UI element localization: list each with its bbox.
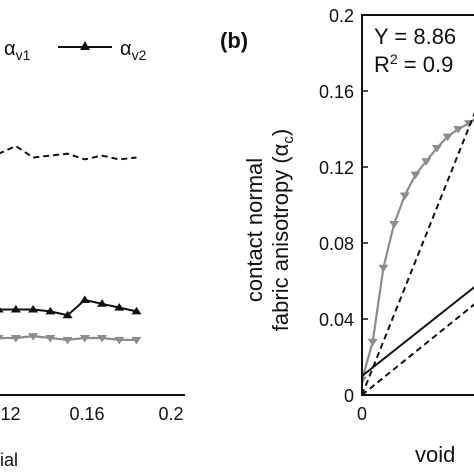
a-series-1-line [0,298,137,317]
panel-b-x-title: void [415,442,455,467]
legend-label-av1: αv1 [4,38,31,63]
panel-b-y-title-line2: fabric anisotropy (αc) [268,129,297,331]
panel-b-y-tick: 0.04 [319,310,354,330]
a-series-2-marker [131,336,142,345]
legend-label-av2: αv2 [120,38,147,63]
panel-b-tick-marks [361,14,368,396]
a-series-2-marker [114,336,125,345]
b-series-3-line [362,303,474,395]
panel-b-y-tick: 0.12 [319,158,354,178]
b-series-0-marker [410,171,421,180]
b-series-2-line [362,286,474,377]
a-series-1-marker [28,305,39,313]
b-series-0-marker [431,145,442,153]
a-series-1-marker [131,306,142,315]
b-series-0-marker [367,338,378,347]
a-series-2-marker [97,335,108,343]
b-series-0-marker [389,221,400,229]
a-series-1-marker [0,307,4,313]
a-series-1-marker [97,299,108,307]
a-series-2-marker [28,333,39,341]
a-series-2-marker [0,335,4,341]
b-series-0-marker [362,376,367,385]
b-series-0-marker [421,158,432,166]
panel-b-x-tick: 0 [357,404,367,424]
panel-a-x-tick: 0.12 [0,404,21,424]
b-series-0-line [362,118,474,381]
a-series-2-marker [62,336,73,345]
panel-b-r-squared: R2 = 0.9 [374,51,453,77]
panel-a-plot-area [0,144,142,345]
b-series-0-marker [453,126,464,134]
a-series-2-marker [79,335,90,343]
legend-marker-av2 [80,41,90,50]
panel-b-y-tick: 0.08 [319,234,354,254]
b-series-0-marker [378,264,389,273]
panel-a-legend: αv1 αv2 [4,38,147,63]
panel-a-x-tick: 0.16 [69,404,104,424]
a-series-2-marker [10,335,21,343]
panel-b-regression-equation: Y = 8.86 [374,24,456,49]
panel-b: (b) contact normal fabric anisotropy (αc… [220,6,474,467]
panel-b-plot-area [362,112,474,395]
a-series-1-marker [79,295,90,303]
a-series-2-marker [45,335,56,343]
panel-b-y-title-line1: contact normal [242,158,267,302]
panel-b-label: (b) [220,28,248,53]
panel-b-y-tick: 0 [344,386,354,406]
b-series-0-marker [442,133,453,142]
b-series-1-line [362,112,474,395]
panel-b-frame [361,14,474,396]
a-series-1-marker [114,303,125,311]
panel-a-x-label-fragment: ial [0,450,18,470]
panel-b-y-tick: 0.16 [319,82,354,102]
panel-b-y-tick: 0.2 [329,6,354,26]
a-series-1-marker [45,306,56,315]
b-series-0-marker [399,192,410,200]
panel-a: 0.12 0.16 0.2 ial αv1 αv2 [0,38,185,470]
panel-a-x-tick: 0.2 [158,404,183,424]
a-series-1-marker [62,310,73,319]
a-series-1-marker [10,305,21,313]
a-series-2-line [0,334,137,342]
a-series-0-line [0,144,137,161]
